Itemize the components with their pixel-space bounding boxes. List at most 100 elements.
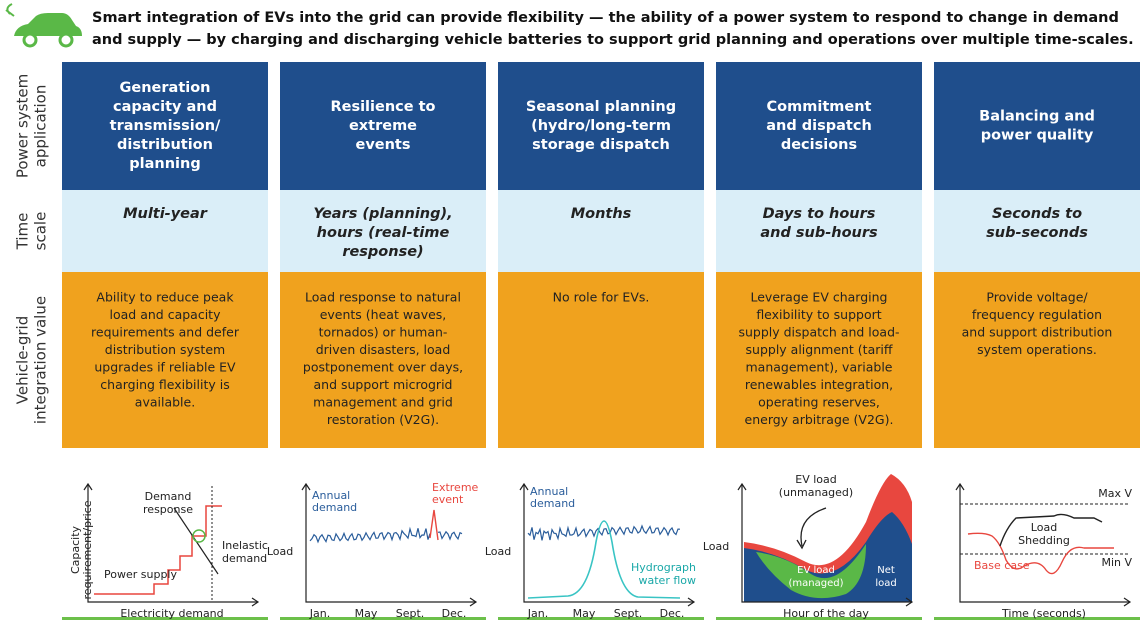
axis-arrow (955, 482, 1132, 607)
axis (87, 484, 258, 603)
integration-value: No role for EVs. (553, 290, 650, 305)
integration-value: Ability to reduce peak (96, 290, 234, 305)
chart-label: demand (312, 501, 357, 514)
annual-demand-line (437, 530, 463, 541)
time-scale: Multi-year (123, 206, 208, 222)
chart-baseline (934, 617, 1140, 620)
car-icon (5, 3, 82, 48)
time-scale-cell (934, 190, 1140, 272)
header-text: Smart integration of EVs into the grid c… (92, 10, 1119, 26)
application-title: extreme (349, 118, 417, 134)
chart-label: (managed) (789, 578, 844, 589)
chart-label: Hour of the day (783, 607, 869, 620)
time-scale: Days to hours (763, 206, 876, 222)
chart-label: Load (1031, 521, 1057, 534)
chart-baseline (498, 617, 704, 620)
chart-label: Base case (974, 559, 1030, 572)
row-label: Vehicle-grid (14, 316, 32, 404)
integration-value: charging flexibility is (100, 377, 229, 392)
application-title: events (355, 137, 410, 153)
chart-label: Load (267, 545, 293, 558)
axis-arrow (83, 482, 260, 607)
application-cell (498, 62, 704, 190)
time-scale: hours (real-time (317, 225, 450, 241)
axis-arrow (737, 482, 914, 607)
axis (305, 484, 476, 603)
time-scale: response) (342, 244, 423, 260)
application-cell (280, 62, 486, 190)
chart-label: Shedding (1018, 534, 1070, 547)
arrow-head (796, 539, 807, 550)
base-case-line (967, 532, 1114, 575)
application-title: storage dispatch (532, 137, 670, 153)
integration-value: operating reserves, (758, 395, 880, 410)
value-cell (280, 272, 486, 448)
chart-label: Sept. (396, 607, 425, 620)
chart-label: water flow (639, 574, 697, 587)
chart-label: Time (seconds) (1001, 607, 1086, 620)
time-scale: Months (571, 206, 632, 222)
application-title: planning (129, 156, 200, 172)
application-title: capacity and (113, 99, 217, 115)
integration-value: supply dispatch and load- (738, 325, 899, 340)
integration-value: driven disasters, load (316, 342, 451, 357)
value-cell (716, 272, 922, 448)
application-title: Commitment (767, 99, 872, 115)
row-label: Power system (14, 74, 32, 178)
integration-value: energy arbitrage (V2G). (745, 412, 894, 427)
chart-label: event (432, 493, 464, 506)
chart-label: Jan. (309, 607, 330, 620)
chart-label: Dec. (660, 607, 685, 620)
chart-label: May (355, 607, 378, 620)
time-scale: Years (planning), (313, 206, 452, 222)
chart-label: load (875, 578, 896, 589)
application-title: transmission/ (110, 118, 221, 134)
integration-value: events (heat waves, (320, 307, 447, 322)
integration-value: flexibility to support (756, 307, 881, 322)
ev-managed-area (756, 544, 866, 599)
time-scale-cell (280, 190, 486, 272)
axis-arrow (301, 482, 478, 607)
application-title: (hydro/long-term (531, 118, 671, 134)
chart-label: Inelastic (222, 539, 268, 552)
time-scale-cell (716, 190, 922, 272)
application-title: Resilience to (330, 99, 435, 115)
axis (959, 484, 1130, 603)
integration-value: available. (135, 395, 195, 410)
annual-demand-line (527, 524, 681, 541)
chart-label: Load (485, 545, 511, 558)
chart-label: May (573, 607, 596, 620)
row-label: application (32, 85, 50, 168)
axis-arrow (519, 482, 696, 607)
hydrograph-line (527, 520, 681, 599)
header-text: and supply — by charging and discharging… (92, 32, 1134, 48)
integration-value: renewables integration, (745, 377, 893, 392)
chart-label: Max V (1098, 487, 1132, 500)
integration-value: load and capacity (110, 307, 222, 322)
arrow (800, 507, 827, 547)
row-label: scale (32, 212, 50, 251)
integration-value: system operations. (977, 342, 1097, 357)
integration-value: restoration (V2G). (327, 412, 439, 427)
chart-label: (unmanaged) (779, 486, 853, 499)
chart-label: Net (877, 565, 895, 576)
time-scale-cell (498, 190, 704, 272)
integration-value: distribution system (105, 342, 225, 357)
application-title: distribution (117, 137, 213, 153)
application-cell (62, 62, 268, 190)
row-label: integration value (32, 296, 50, 424)
integration-value: upgrades if reliable EV (94, 360, 236, 375)
annual-demand-line (309, 526, 431, 544)
application-title: power quality (981, 128, 1094, 144)
value-cell (498, 272, 704, 448)
mini-chart: Capacity requirement/price Electricity dem… (69, 482, 268, 620)
integration-value: management), variable (746, 360, 893, 375)
chart-label: Capacity (69, 525, 82, 574)
integration-value: and support distribution (962, 325, 1113, 340)
chart-baseline (62, 617, 268, 620)
integration-value: supply alignment (tariff (746, 342, 893, 357)
